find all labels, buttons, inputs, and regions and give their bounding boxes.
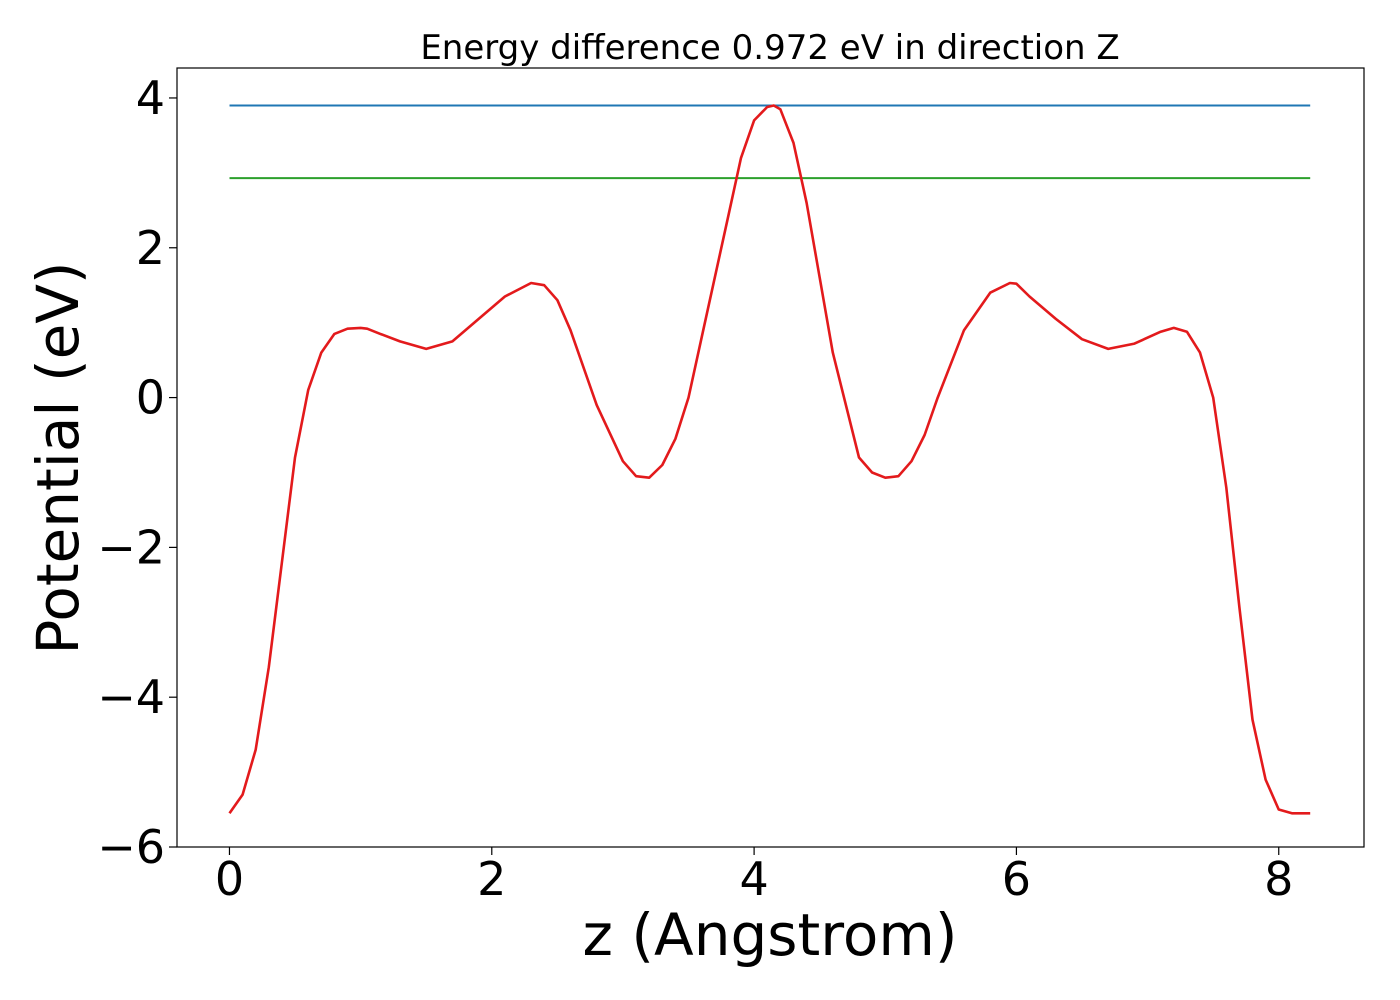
plot-area [228, 104, 1311, 815]
x-axis-ticks: 0 2 4 6 8 [215, 847, 1293, 906]
y-axis-label: Potential (eV) [24, 261, 92, 654]
y-axis-ticks: −6 −4 −2 0 2 4 [97, 71, 177, 874]
x-tick-label: 6 [1002, 852, 1031, 906]
axes-frame [176, 67, 1365, 848]
x-tick-label: 4 [739, 852, 768, 906]
x-tick-label: 8 [1264, 852, 1293, 906]
y-tick-label: −2 [97, 520, 165, 574]
y-tick-label: −4 [97, 670, 165, 724]
x-tick-label: 2 [477, 852, 506, 906]
chart-title: Energy difference 0.972 eV in direction … [420, 28, 1119, 68]
y-tick-label: 2 [136, 221, 165, 275]
x-axis-label: z (Angstrom) [583, 901, 958, 969]
x-tick-label: 0 [215, 852, 244, 906]
y-tick-label: 0 [136, 371, 165, 425]
y-tick-label: −6 [97, 820, 165, 874]
series-line-3 [228, 104, 1311, 815]
y-tick-label: 4 [136, 71, 165, 125]
